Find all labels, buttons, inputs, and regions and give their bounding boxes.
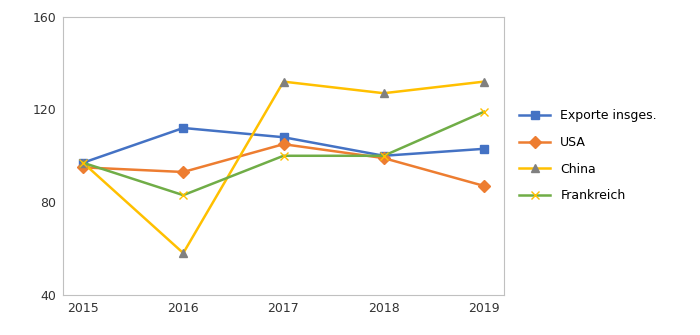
USA bbox=[279, 142, 288, 146]
China bbox=[79, 161, 88, 165]
Exporte insges. bbox=[480, 147, 488, 151]
Frankreich bbox=[480, 110, 488, 114]
Line: China: China bbox=[79, 77, 488, 257]
Exporte insges. bbox=[179, 126, 188, 130]
Exporte insges. bbox=[279, 135, 288, 139]
Frankreich bbox=[79, 161, 88, 165]
China bbox=[379, 91, 388, 95]
USA bbox=[79, 165, 88, 170]
Frankreich bbox=[279, 154, 288, 158]
Frankreich bbox=[179, 193, 188, 197]
USA bbox=[379, 156, 388, 160]
USA bbox=[480, 184, 488, 188]
Line: USA: USA bbox=[79, 140, 488, 190]
China bbox=[279, 80, 288, 84]
China bbox=[480, 80, 488, 84]
China bbox=[179, 251, 188, 255]
Exporte insges. bbox=[79, 161, 88, 165]
Exporte insges. bbox=[379, 154, 388, 158]
Frankreich bbox=[379, 154, 388, 158]
USA bbox=[179, 170, 188, 174]
Line: Exporte insges.: Exporte insges. bbox=[79, 124, 488, 167]
Legend: Exporte insges., USA, China, Frankreich: Exporte insges., USA, China, Frankreich bbox=[519, 109, 657, 202]
Line: Frankreich: Frankreich bbox=[79, 108, 488, 199]
